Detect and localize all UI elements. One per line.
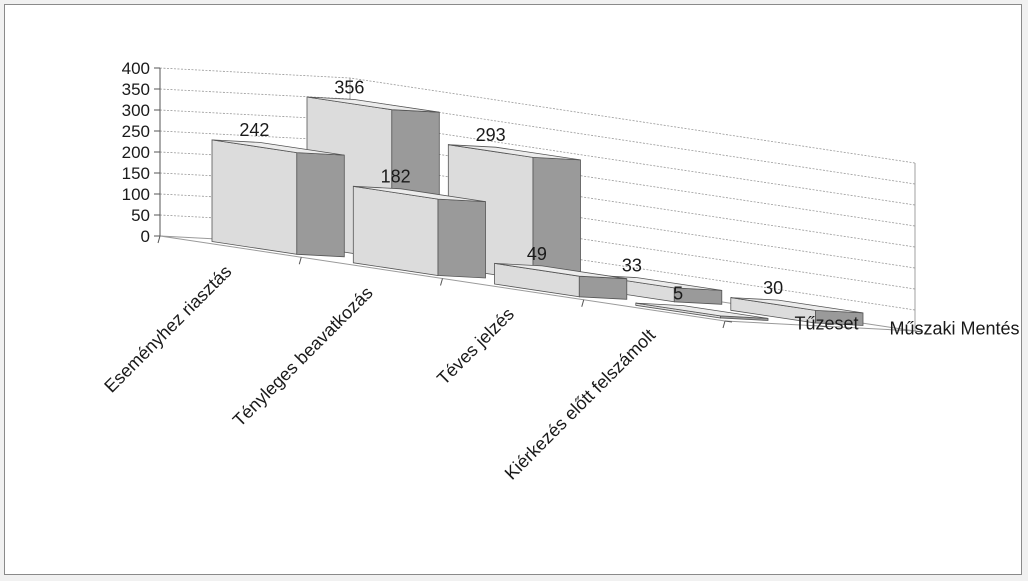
series-label: Műszaki Mentés bbox=[890, 319, 1020, 339]
bars bbox=[211, 96, 864, 326]
bar bbox=[211, 139, 345, 258]
y-tick-label: 300 bbox=[122, 101, 150, 120]
bar bbox=[494, 262, 628, 300]
y-tick-label: 400 bbox=[122, 59, 150, 78]
x-tick-mark bbox=[298, 257, 302, 265]
category-label: Tényleges beavatkozás bbox=[229, 283, 377, 431]
bar-top-face bbox=[353, 185, 486, 202]
category-label: Eseményhez riasztás bbox=[100, 261, 235, 396]
data-labels: 356 293 33 30 242 182 49 5 bbox=[239, 77, 783, 303]
bar-side-face bbox=[296, 152, 345, 258]
x-tick-mark bbox=[581, 299, 585, 307]
bar-top-face bbox=[448, 144, 581, 161]
bar-side-face bbox=[532, 156, 581, 284]
bar-top-face bbox=[635, 302, 769, 319]
bar bbox=[730, 297, 864, 326]
y-tick-label: 200 bbox=[122, 143, 150, 162]
y-tick-label: 150 bbox=[122, 164, 150, 183]
data-label: 182 bbox=[381, 167, 411, 187]
data-label: 293 bbox=[476, 125, 506, 145]
data-label: 33 bbox=[622, 256, 642, 276]
bar-front-face bbox=[211, 139, 298, 255]
category-label: Téves jelzés bbox=[433, 304, 518, 389]
data-label: 356 bbox=[334, 77, 364, 97]
data-label: 242 bbox=[239, 120, 269, 140]
bar-top-face bbox=[730, 297, 864, 314]
bar-side-face bbox=[437, 198, 486, 279]
z-tick-mark bbox=[914, 330, 923, 333]
y-tick-label: 50 bbox=[131, 206, 150, 225]
series-labels: Tűzeset Műszaki Mentés bbox=[795, 314, 1020, 339]
z-tick-mark bbox=[724, 320, 733, 323]
data-label: 49 bbox=[527, 244, 547, 264]
data-label: 30 bbox=[763, 278, 783, 298]
x-tick-mark bbox=[157, 235, 161, 244]
bar bbox=[635, 302, 769, 321]
data-label: 5 bbox=[673, 284, 683, 304]
bar-top-face bbox=[211, 139, 345, 156]
y-tick-label: 350 bbox=[122, 80, 150, 99]
y-tick-label: 250 bbox=[122, 122, 150, 141]
z-tick-mark bbox=[819, 325, 828, 328]
bar bbox=[352, 185, 486, 279]
bar-top-face bbox=[306, 96, 440, 113]
category-label: Kiérkezés előtt felszámolt bbox=[501, 325, 659, 483]
series-label: Tűzeset bbox=[795, 314, 859, 334]
y-tick-label: 100 bbox=[122, 185, 150, 204]
bar-side-face bbox=[578, 275, 628, 300]
y-tick-label: 0 bbox=[141, 227, 150, 246]
bar-front-face bbox=[352, 185, 439, 276]
bar-top-face bbox=[494, 263, 627, 280]
x-tick-mark bbox=[722, 320, 726, 329]
y-axis-ticks: 0 50 100 150 200 250 300 350 400 bbox=[122, 59, 923, 333]
x-tick-mark bbox=[440, 278, 443, 286]
